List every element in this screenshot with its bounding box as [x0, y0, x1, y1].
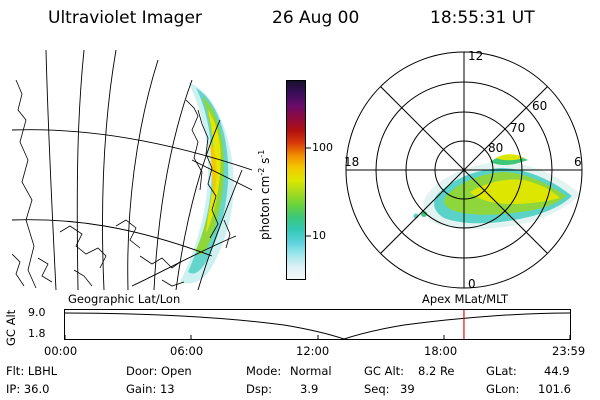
polar-label-18: 18: [344, 155, 359, 169]
footer-mode-label: Mode:: [246, 364, 282, 378]
footer-door: Door: Open: [126, 364, 192, 378]
polar-label-0: 0: [468, 277, 476, 291]
geo-meridians: [45, 50, 243, 290]
altstrip-axis-label: GC Alt: [4, 309, 18, 346]
app-title: Ultraviolet Imager: [48, 8, 202, 28]
footer-glat-label: GLat:: [486, 364, 517, 378]
polar-plot: 12 18 6 0 60 70 80: [344, 49, 583, 291]
geo-grid-extra: [131, 159, 252, 287]
footer-seq-value: 39: [400, 382, 415, 396]
polar-lat-60: 60: [532, 99, 547, 113]
polar-label-6: 6: [574, 155, 582, 169]
altstrip-xtick-1200: 12:00: [296, 344, 330, 358]
colorbar-label-s: s: [258, 157, 272, 164]
footer-seq-label: Seq:: [364, 382, 390, 396]
colorbar: [286, 80, 306, 280]
colorbar-label-exp2: -1: [257, 149, 266, 158]
footer-ip: IP: 36.0: [6, 382, 50, 396]
altstrip-xtick-0000: 00:00: [44, 344, 78, 358]
altstrip-xtick-0600: 06:00: [170, 344, 204, 358]
footer-gain: Gain: 13: [126, 382, 175, 396]
polar-label-12: 12: [468, 49, 483, 63]
colorbar-label-exp1: -2: [257, 167, 266, 176]
geo-aurora-band: [180, 82, 234, 284]
altitude-strip: [64, 309, 571, 340]
geo-parallels: [12, 129, 252, 257]
footer-gcalt-value: 8.2 Re: [418, 364, 455, 378]
altstrip-ymax: 9.0: [28, 306, 46, 319]
geo-coastlines: [12, 79, 231, 289]
altstrip-ymin: 1.8: [28, 327, 46, 340]
footer-glon-label: GLon:: [486, 382, 520, 396]
altstrip-xtick-2359: 23:59: [552, 344, 586, 358]
header-time: 18:55:31 UT: [430, 8, 535, 28]
colorbar-label: photon cm-2 s-1: [257, 149, 272, 240]
footer-gcalt-label: GC Alt:: [364, 364, 405, 378]
colorbar-label-base: photon cm: [258, 175, 272, 240]
footer-dsp-value: 3.9: [300, 382, 319, 396]
footer-mode-value: Normal: [290, 364, 332, 378]
header-date: 26 Aug 00: [272, 8, 360, 28]
colorbar-ticks: [306, 147, 311, 237]
polar-spokes: [346, 52, 582, 288]
colorbar-tick-100: 100: [312, 141, 333, 154]
footer-glat-value: 44.9: [544, 364, 570, 378]
polar-lat-80: 80: [488, 141, 503, 155]
colorbar-tick-10: 10: [312, 229, 326, 242]
footer-flt: Flt: LBHL: [6, 364, 58, 378]
polar-caption: Apex MLat/MLT: [422, 292, 509, 306]
altstrip-ticks: [64, 335, 571, 339]
geo-caption: Geographic Lat/Lon: [68, 292, 181, 306]
footer-dsp-label: Dsp:: [246, 382, 273, 396]
altstrip-xtick-1800: 18:00: [424, 344, 458, 358]
geographic-map: [12, 50, 252, 290]
footer-glon-value: 101.6: [538, 382, 571, 396]
altstrip-orbit-curve: [64, 312, 571, 340]
polar-lat-70: 70: [510, 121, 525, 135]
colorbar-gradient: [286, 80, 306, 280]
